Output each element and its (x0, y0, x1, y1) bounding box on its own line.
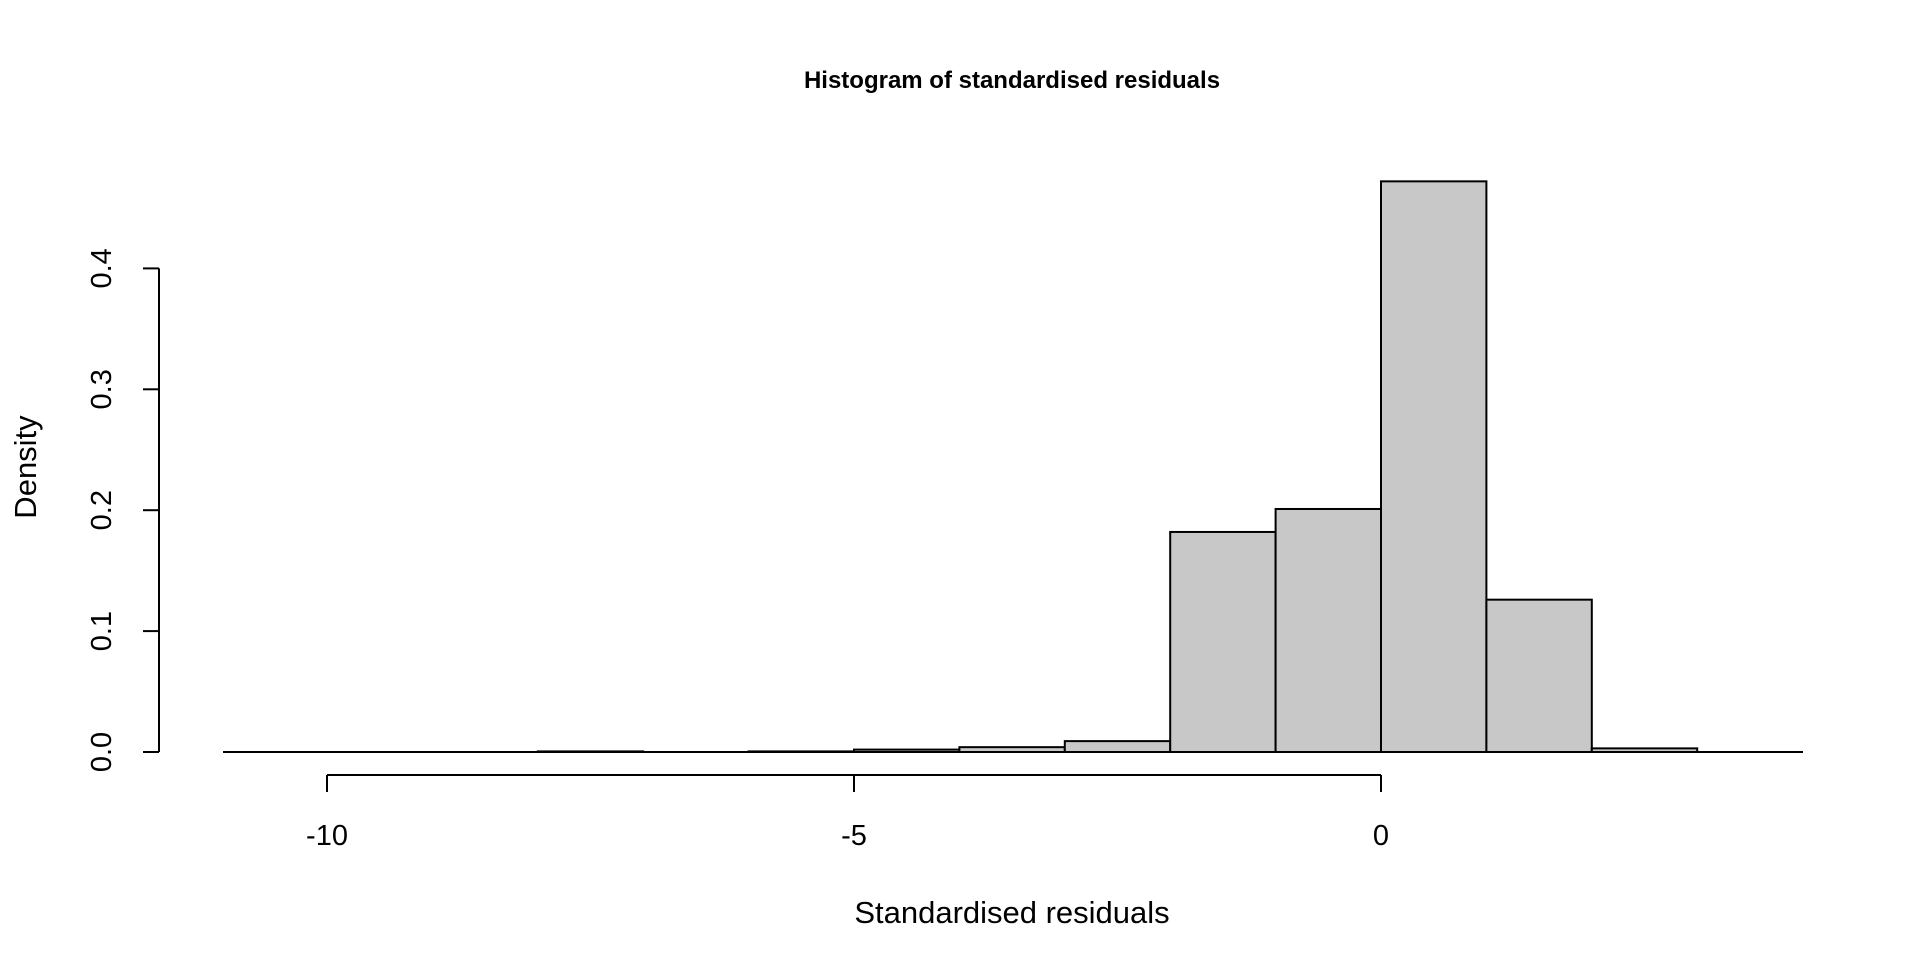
y-tick-label: 0.0 (86, 732, 118, 772)
x-tick-label: 0 (1373, 820, 1389, 852)
y-tick-label: 0.2 (86, 490, 118, 530)
histogram-bar (1485, 598, 1593, 754)
histogram-bar (1169, 530, 1277, 753)
histogram-bar (1274, 507, 1382, 753)
y-tick-label: 0.1 (86, 611, 118, 651)
histogram-bar (1063, 740, 1172, 754)
y-tick-label: 0.4 (86, 248, 118, 288)
histogram-bars (536, 180, 1699, 754)
histogram-bar (1380, 180, 1488, 754)
chart-title: Histogram of standardised residuals (804, 67, 1220, 94)
y-axis-label: Density (8, 415, 43, 519)
x-tick-label: -10 (306, 820, 348, 852)
x-axis-label: Standardised residuals (854, 895, 1169, 930)
x-axis: -10 -5 0 (306, 774, 1389, 852)
x-tick-label: -5 (841, 820, 867, 852)
y-tick-label: 0.3 (86, 369, 118, 409)
y-axis: 0.0 0.1 0.2 0.3 0.4 (86, 248, 160, 772)
